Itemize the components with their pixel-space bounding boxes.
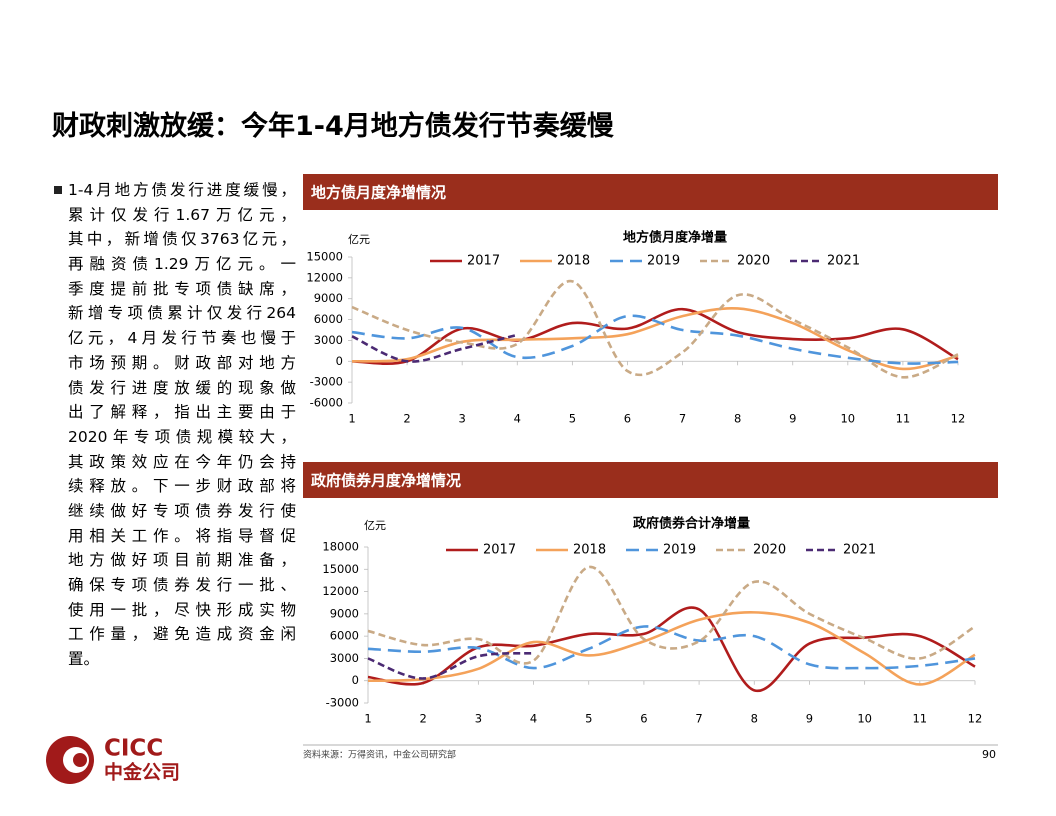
x-tick-label: 1 — [348, 412, 355, 426]
bullet-line: 其中，新增债仅3763亿元， — [68, 230, 296, 249]
bullet-line: 使用一批，尽快形成实物 — [68, 600, 296, 619]
y-tick-label: 3000 — [314, 333, 343, 347]
x-tick-label: 1 — [364, 712, 371, 726]
bullet-line: 续释放。下一步财政部将 — [68, 477, 296, 496]
panel-header-text: 地方债月度净增情况 — [311, 184, 446, 202]
x-tick-label: 4 — [514, 412, 521, 426]
legend-label: 2019 — [663, 543, 696, 558]
panel-header — [303, 462, 998, 498]
bullet-line: 2020年专项债规模较大， — [68, 427, 296, 446]
bullet-line: 地方做好项目前期准备， — [68, 551, 296, 570]
series-line — [367, 625, 976, 670]
y-tick-label: 18000 — [322, 540, 359, 554]
y-tick-label: 6000 — [314, 312, 343, 326]
x-tick-label: 9 — [806, 712, 813, 726]
y-axis-unit: 亿元 — [348, 233, 370, 246]
legend-label: 2021 — [827, 254, 860, 269]
y-tick-label: -3000 — [326, 696, 359, 710]
x-tick-label: 3 — [459, 412, 466, 426]
bullet-line: 继续做好专项债券发行使 — [68, 501, 296, 520]
series-line — [367, 611, 976, 686]
x-tick-label: 11 — [896, 412, 911, 426]
legend-label: 2018 — [557, 254, 590, 269]
x-tick-label: 2 — [420, 712, 427, 726]
legend-label: 2018 — [573, 543, 606, 558]
y-tick-label: 3000 — [330, 651, 359, 665]
bullet-line: 再融资债1.29万亿元。一 — [68, 255, 296, 274]
y-tick-label: -3000 — [310, 375, 343, 389]
bullet-text: 1-4月地方债发行进度缓慢， 累计仅发行1.67万亿元， 其中，新增债仅3763亿元… — [52, 178, 297, 672]
chart-title: 地方债月度净增量 — [623, 230, 727, 246]
series-line — [351, 314, 959, 365]
panel-header-text: 政府债券月度净增情况 — [311, 472, 461, 490]
x-tick-label: 11 — [912, 712, 927, 726]
panel-header — [303, 174, 998, 210]
x-tick-label: 6 — [640, 712, 647, 726]
logo-name: CICC — [104, 736, 163, 762]
y-axis-unit: 亿元 — [364, 519, 386, 532]
legend-label: 2017 — [467, 254, 500, 269]
bullet-line: 亿元，4月发行节奏也慢于 — [68, 329, 296, 348]
logo-name-cn: 中金公司 — [104, 761, 180, 784]
y-tick-label: 15000 — [306, 250, 343, 264]
x-tick-label: 8 — [734, 412, 741, 426]
series-line — [367, 651, 534, 680]
x-tick-label: 7 — [679, 412, 686, 426]
legend-label: 2021 — [843, 543, 876, 558]
y-tick-label: 0 — [352, 673, 359, 687]
x-tick-label: 3 — [475, 712, 482, 726]
source-note: 资料来源：万得资讯，中金公司研究部 — [303, 749, 456, 761]
bullet-line: 确保专项债券发行一批、 — [68, 576, 296, 594]
x-tick-label: 12 — [968, 712, 983, 726]
series-line — [351, 333, 518, 363]
bullet-line: 工作量，避免造成资金闲 — [68, 625, 296, 644]
bullet-line: 新增专项债累计仅发行264 — [68, 304, 296, 323]
x-tick-label: 10 — [857, 712, 872, 726]
x-tick-label: 12 — [951, 412, 966, 426]
x-tick-label: 6 — [624, 412, 631, 426]
series-line — [351, 307, 959, 365]
bullet-mark — [54, 186, 62, 194]
x-tick-label: 8 — [751, 712, 758, 726]
legend-label: 2020 — [753, 543, 786, 558]
x-tick-label: 4 — [530, 712, 537, 726]
series-line — [367, 565, 976, 665]
bullet-line: 1-4月地方债发行进度缓慢， — [68, 181, 296, 199]
bullet-line: 债发行进度放缓的现象做 — [68, 378, 296, 397]
bullet-line: 市场预期。财政部对地方 — [68, 353, 296, 372]
legend-label: 2020 — [737, 254, 770, 269]
y-tick-label: 0 — [336, 354, 343, 368]
bullet-line: 累计仅发行1.67万亿元， — [68, 205, 296, 224]
x-tick-label: 2 — [403, 412, 410, 426]
y-tick-label: 12000 — [322, 584, 359, 598]
x-tick-label: 7 — [695, 712, 702, 726]
series-line — [351, 280, 959, 379]
y-tick-label: 9000 — [330, 606, 359, 620]
x-tick-label: 5 — [585, 712, 592, 726]
bullet-line: 置。 — [68, 650, 100, 669]
bullet-line: 用相关工作。将指导督促 — [68, 526, 296, 545]
x-tick-label: 10 — [840, 412, 855, 426]
x-tick-label: 9 — [789, 412, 796, 426]
y-tick-label: 15000 — [322, 562, 359, 576]
chart-title: 政府债券合计净增量 — [633, 516, 750, 532]
y-tick-label: -6000 — [310, 396, 343, 410]
y-tick-label: 6000 — [330, 629, 359, 643]
slide-title: 财政刺激放缓：今年1-4月地方债发行节奏缓慢 — [52, 111, 614, 142]
bullet-line: 其政策效应在今年仍会持 — [68, 452, 296, 471]
logo-dot — [73, 753, 87, 767]
y-tick-label: 9000 — [314, 291, 343, 305]
bullet-line: 出了解释，指出主要由于 — [68, 403, 296, 422]
legend-label: 2017 — [483, 543, 516, 558]
bullet-line: 季度提前批专项债缺席， — [68, 279, 296, 298]
legend-label: 2019 — [647, 254, 680, 269]
page-number: 90 — [982, 748, 996, 761]
y-tick-label: 12000 — [306, 270, 343, 284]
x-tick-label: 5 — [569, 412, 576, 426]
